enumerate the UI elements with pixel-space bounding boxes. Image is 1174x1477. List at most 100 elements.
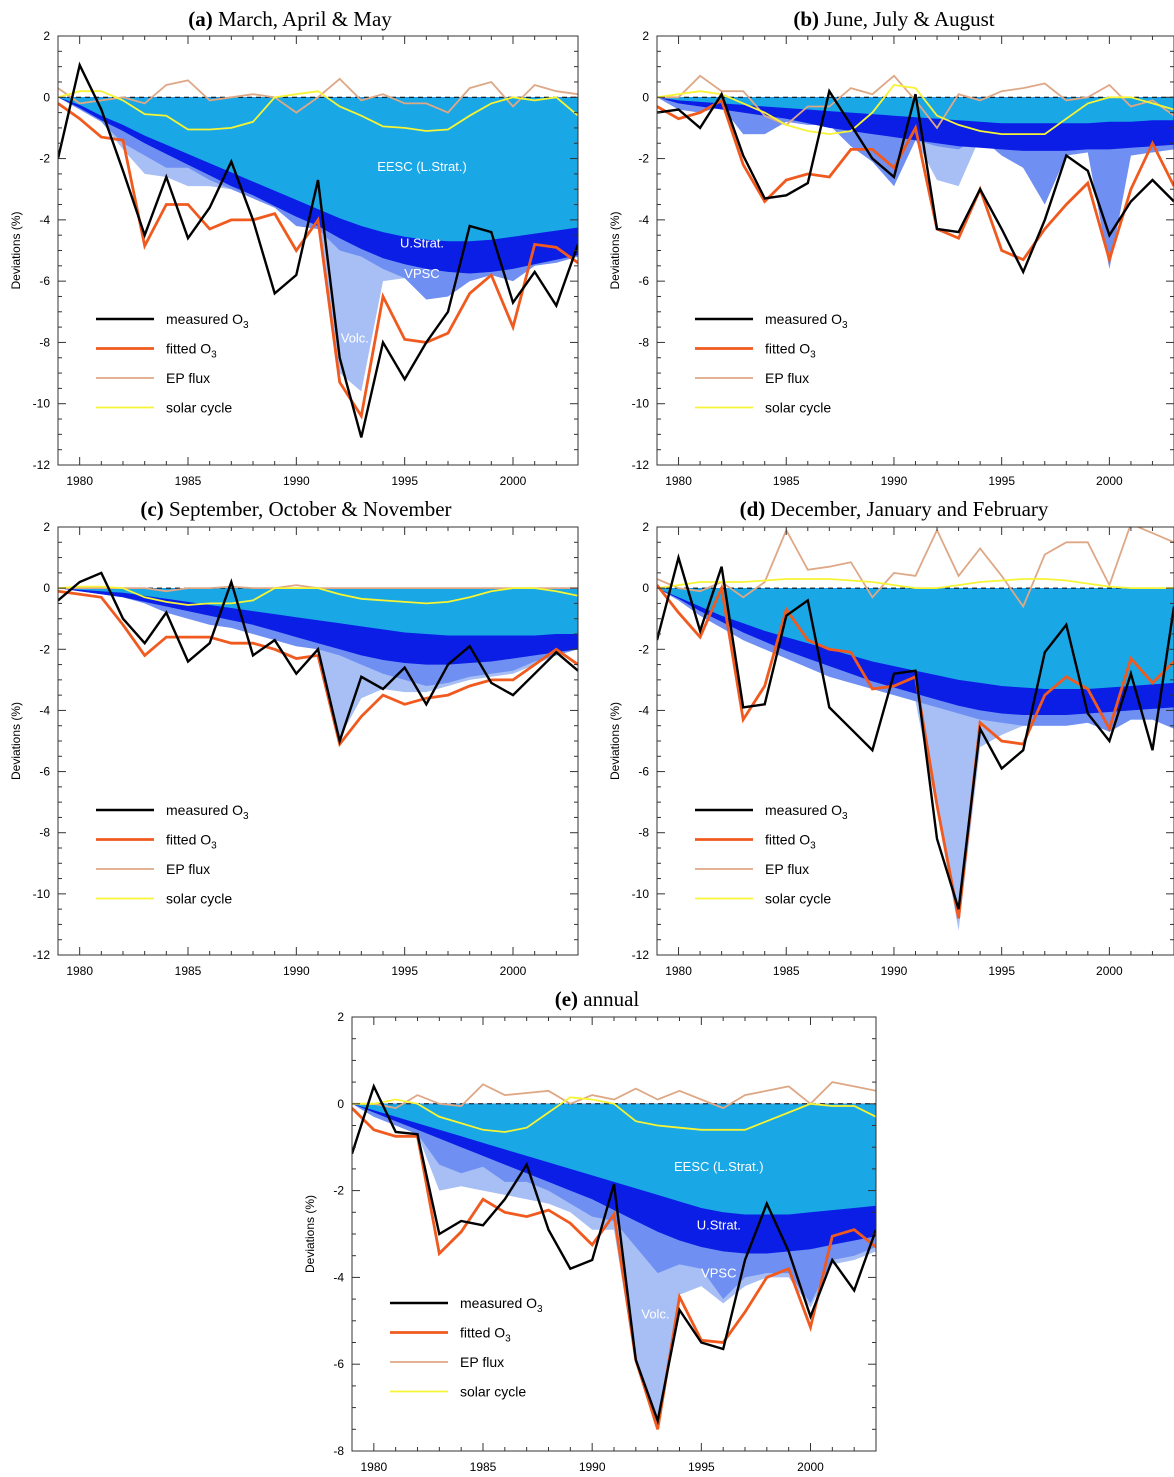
y-tick-label: -4 (39, 213, 50, 227)
y-tick-label: -6 (638, 274, 649, 288)
panel-title-text: June, July & August (819, 7, 995, 31)
legend-subscript: 3 (842, 811, 848, 822)
legend-label: measured O3 (460, 1295, 543, 1315)
measured-line (657, 88, 1174, 275)
panel-letter: (e) (555, 987, 578, 1011)
y-tick-label: -2 (638, 642, 649, 656)
x-tick-label: 1985 (175, 964, 202, 978)
legend-label: EP flux (765, 861, 809, 877)
panel-title: (d) December, January and February (740, 497, 1049, 521)
legend-subscript: 3 (211, 350, 217, 361)
x-tick-label: 1985 (175, 474, 202, 488)
fitted-line (58, 589, 578, 748)
x-tick-label: 1995 (988, 474, 1015, 488)
y-axis-label: Deviations (%) (608, 702, 622, 780)
band-label-2: VPSC (404, 266, 439, 281)
y-tick-label: -8 (638, 335, 649, 349)
y-tick-label: -6 (39, 274, 50, 288)
y-tick-label: -12 (33, 458, 51, 472)
y-tick-label: -6 (333, 1357, 344, 1371)
legend-label: solar cycle (765, 891, 831, 907)
y-tick-label: -8 (39, 826, 50, 840)
legend-label: solar cycle (460, 1384, 526, 1400)
y-tick-label: -2 (333, 1184, 344, 1198)
panel-title: (a) March, April & May (188, 7, 392, 31)
panel-d: 1980 1985 1990 1995 2000 2 0 -2 -4 -6 -8 -10 -12 Devi… (608, 497, 1174, 978)
legend-label: measured O3 (765, 311, 848, 331)
y-tick-label: -4 (638, 213, 649, 227)
legend-subscript: 3 (243, 320, 249, 331)
y-tick-label: -10 (632, 397, 650, 411)
x-tick-label: 1985 (773, 964, 800, 978)
y-tick-label: -6 (638, 765, 649, 779)
y-axis-label: Deviations (%) (303, 1195, 317, 1273)
y-tick-label: -12 (632, 458, 650, 472)
plot-area (657, 527, 1174, 931)
y-tick-label: 2 (43, 520, 50, 534)
x-tick-label: 1980 (665, 964, 692, 978)
panel-title: (b) June, July & August (793, 7, 994, 31)
legend-label: fitted O3 (460, 1325, 511, 1345)
y-tick-label: -12 (33, 948, 51, 962)
y-tick-label: -2 (638, 152, 649, 166)
y-tick-label: 2 (642, 29, 649, 43)
legend-label: measured O3 (166, 802, 249, 822)
measured-line (657, 553, 1174, 910)
y-tick-label: -8 (333, 1444, 344, 1458)
y-tick-label: 0 (642, 90, 649, 104)
epflux-line (352, 1081, 876, 1110)
panel-b: 1980 1985 1990 1995 2000 2 0 -2 -4 -6 -8 -10 -12 Devi… (608, 7, 1174, 488)
measured-line (58, 61, 578, 438)
plot-area (58, 61, 578, 438)
band-label-1: U.Strat. (400, 235, 444, 250)
x-tick-label: 1980 (66, 474, 93, 488)
solar-line (58, 90, 578, 132)
x-tick-label: 2000 (500, 474, 527, 488)
panel-e: EESC (L.Strat.) U.Strat. VPSC Volc. 1980 1985… (303, 987, 877, 1474)
fitted-line (657, 98, 1174, 265)
y-tick-label: -2 (39, 152, 50, 166)
x-tick-label: 1985 (773, 474, 800, 488)
legend-subscript: 3 (537, 1304, 543, 1315)
y-tick-label: -4 (333, 1270, 344, 1284)
solar-line (657, 578, 1174, 589)
legend-label: EP flux (460, 1354, 504, 1370)
eesc-band (58, 588, 578, 636)
y-tick-label: 2 (642, 520, 649, 534)
x-tick-label: 1995 (391, 964, 418, 978)
panel-letter: (c) (140, 497, 163, 521)
x-tick-label: 1995 (391, 474, 418, 488)
measured-line (58, 571, 578, 746)
x-tick-label: 1985 (470, 1460, 497, 1474)
x-tick-label: 1990 (579, 1460, 606, 1474)
y-tick-label: 0 (337, 1097, 344, 1111)
y-tick-label: -8 (638, 826, 649, 840)
x-tick-label: 1980 (360, 1460, 387, 1474)
plot-area (352, 1081, 876, 1430)
panel-title-text: December, January and February (765, 497, 1049, 521)
y-tick-label: -12 (632, 948, 650, 962)
legend-label: solar cycle (166, 891, 232, 907)
x-tick-label: 2000 (500, 964, 527, 978)
y-tick-label: 0 (642, 581, 649, 595)
y-tick-label: -6 (39, 765, 50, 779)
y-tick-label: -10 (33, 397, 51, 411)
y-tick-label: 2 (43, 29, 50, 43)
legend-label: EP flux (166, 861, 210, 877)
panel-c: 1980 1985 1990 1995 2000 2 0 -2 -4 -6 -8 -10 -12 Devi… (9, 497, 579, 978)
y-axis-label: Deviations (%) (9, 211, 23, 289)
epflux-line (58, 77, 578, 114)
solar-line (58, 585, 578, 606)
legend-label: solar cycle (166, 400, 232, 416)
y-tick-label: -8 (39, 335, 50, 349)
band-label-3: Volc. (341, 330, 369, 345)
band-label-3: Volc. (641, 1307, 669, 1322)
y-tick-label: 0 (43, 581, 50, 595)
legend-label: EP flux (765, 370, 809, 386)
panel-title: (e) annual (555, 987, 640, 1011)
legend-label: measured O3 (166, 311, 249, 331)
x-tick-label: 2000 (1096, 964, 1123, 978)
band-label-1: U.Strat. (697, 1218, 741, 1233)
x-tick-label: 1995 (688, 1460, 715, 1474)
